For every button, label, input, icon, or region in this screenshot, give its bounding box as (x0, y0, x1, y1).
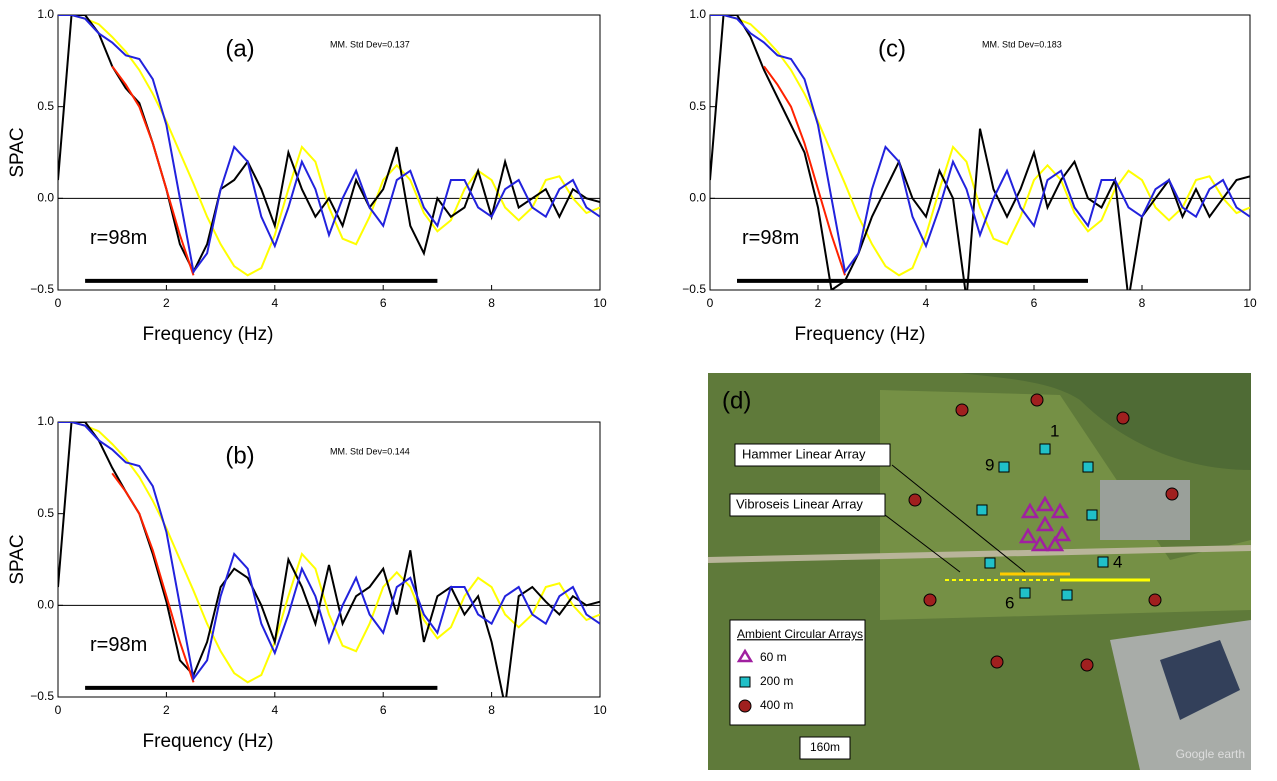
x-tick-label: 2 (815, 296, 822, 310)
plot-lines (710, 15, 1250, 290)
y-tick-label: 0.5 (37, 506, 54, 520)
y-tick-label: −0.5 (30, 282, 54, 296)
y-tick-label: 1.0 (37, 414, 54, 428)
plot-lines (58, 422, 600, 697)
credit: Google earth (1176, 747, 1245, 761)
x-tick-label: 6 (1031, 296, 1038, 310)
x-tick-label: 2 (163, 296, 170, 310)
series-line (111, 65, 195, 276)
x-tick-label: 8 (488, 296, 495, 310)
radius-label: r=98m (90, 227, 147, 249)
x-axis-label: Frequency (Hz) (143, 324, 274, 345)
y-tick-label: 0.0 (37, 598, 54, 612)
x-tick-label: 0 (55, 296, 62, 310)
panel-label: (b) (225, 442, 254, 469)
map-panel: Hammer Linear Array Vibroseis Linear Arr… (707, 373, 1252, 770)
station-60m (1018, 495, 1072, 552)
x-axis-label: Frequency (Hz) (795, 324, 926, 345)
callout-line (884, 514, 961, 573)
x-tick-label: 0 (55, 703, 62, 717)
station-label: 9 (985, 455, 994, 474)
callout-line (891, 464, 1026, 573)
callout-box (729, 493, 886, 517)
map-roof (1160, 640, 1240, 720)
y-tick-label: 0.5 (37, 99, 54, 113)
map-legend (729, 619, 866, 726)
x-tick-label: 0 (707, 296, 714, 310)
station-label: 1 (1050, 421, 1059, 440)
legend-item: 400 m (760, 698, 793, 712)
annotation: MM. Std Dev=0.183 (982, 39, 1062, 49)
x-tick-label: 6 (380, 703, 387, 717)
y-tick-label: 1.0 (689, 7, 706, 21)
panel-label: (c) (878, 35, 906, 62)
x-tick-label: 4 (271, 703, 278, 717)
series-line (58, 15, 600, 275)
station-400m (908, 393, 1179, 672)
y-tick-label: −0.5 (682, 282, 706, 296)
y-tick-label: 0.5 (689, 99, 706, 113)
plot-frame (709, 14, 1251, 291)
legend-item: 60 m (760, 650, 787, 664)
series-line (710, 15, 1250, 277)
plot-lines (58, 15, 600, 277)
map-road (707, 545, 1252, 563)
legend-title: Ambient Circular Arrays (737, 627, 863, 641)
legend-symbol (739, 676, 751, 688)
series-line (58, 422, 600, 682)
x-tick-label: 8 (488, 703, 495, 717)
legend-symbol (736, 648, 754, 663)
series-line (58, 15, 600, 277)
y-axis-label: SPAC (7, 534, 28, 584)
series-line (58, 422, 600, 697)
x-tick-label: 6 (380, 296, 387, 310)
x-tick-label: 10 (1243, 296, 1257, 310)
x-tick-label: 10 (593, 296, 607, 310)
radius-label: r=98m (742, 227, 799, 249)
plot-frame (57, 421, 601, 698)
station-label: 4 (1113, 552, 1122, 571)
chart: −0.5 0.0 0.5 1.0 0 2 4 6 8 10 (b) MM. Std Dev=0.144… (7, 414, 607, 752)
callout-box (734, 443, 891, 467)
annotation: MM. Std Dev=0.137 (330, 39, 410, 49)
map-carpark (1100, 480, 1190, 540)
y-tick-label: 1.0 (37, 7, 54, 21)
callout: Hammer Linear Array (742, 446, 866, 461)
radius-label: r=98m (90, 634, 147, 656)
y-tick-label: −0.5 (30, 689, 54, 703)
series-line (58, 422, 600, 684)
map-trees (708, 373, 1251, 470)
x-axis-label: Frequency (Hz) (143, 731, 274, 752)
station-label: 6 (1005, 593, 1014, 612)
scale-box (799, 736, 851, 760)
series-line (763, 65, 846, 276)
plot-frame (57, 14, 601, 291)
annotation: MM. Std Dev=0.144 (330, 446, 410, 456)
panel-label: (a) (225, 35, 254, 62)
x-tick-label: 2 (163, 703, 170, 717)
x-tick-label: 8 (1139, 296, 1146, 310)
x-tick-label: 10 (593, 703, 607, 717)
series-line (111, 472, 195, 683)
x-tick-label: 4 (271, 296, 278, 310)
panel-label: (d) (722, 387, 751, 414)
y-axis-label: SPAC (7, 127, 28, 177)
chart: −0.5 0.0 0.5 1.0 0 2 4 6 8 10 (c) MM. Std Dev=0.183… (682, 7, 1257, 345)
series-line (710, 15, 1250, 275)
y-tick-label: 0.0 (689, 191, 706, 205)
series-line (710, 15, 1250, 290)
station-200m (976, 443, 1109, 601)
scale-label: 160m (810, 740, 840, 754)
legend-symbol (738, 699, 752, 713)
x-tick-label: 4 (923, 296, 930, 310)
chart: −0.5 0.0 0.5 1.0 0 2 4 6 8 10 (a) MM. Std Dev=0.137… (7, 7, 607, 345)
y-tick-label: 0.0 (37, 191, 54, 205)
legend-item: 200 m (760, 674, 793, 688)
callout: Vibroseis Linear Array (736, 496, 863, 511)
map-field (880, 390, 1251, 620)
